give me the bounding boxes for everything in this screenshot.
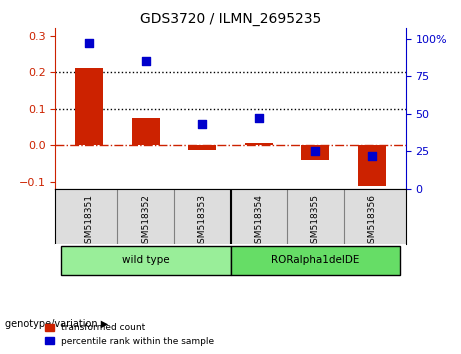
Text: wild type: wild type — [122, 255, 170, 265]
Bar — [188, 145, 216, 149]
Text: RORalpha1delDE: RORalpha1delDE — [271, 255, 360, 265]
Bar — [358, 145, 386, 186]
Bar — [245, 143, 273, 145]
FancyBboxPatch shape — [230, 246, 400, 274]
Text: GSM518356: GSM518356 — [367, 194, 376, 250]
Bar — [301, 145, 330, 160]
Legend: transformed count, percentile rank within the sample: transformed count, percentile rank withi… — [41, 320, 218, 349]
Bar — [75, 68, 103, 145]
Title: GDS3720 / ILMN_2695235: GDS3720 / ILMN_2695235 — [140, 12, 321, 26]
Text: genotype/variation ▶: genotype/variation ▶ — [5, 319, 108, 329]
Point — [368, 153, 375, 159]
Text: GSM518355: GSM518355 — [311, 194, 320, 250]
Text: GSM518354: GSM518354 — [254, 194, 263, 249]
Point — [86, 40, 93, 46]
Point — [142, 58, 149, 64]
Text: GSM518352: GSM518352 — [141, 194, 150, 249]
Text: GSM518353: GSM518353 — [198, 194, 207, 250]
Text: GSM518351: GSM518351 — [85, 194, 94, 250]
Bar — [131, 118, 160, 145]
FancyBboxPatch shape — [61, 246, 230, 274]
Point — [199, 121, 206, 127]
Point — [255, 115, 262, 121]
Point — [312, 149, 319, 154]
